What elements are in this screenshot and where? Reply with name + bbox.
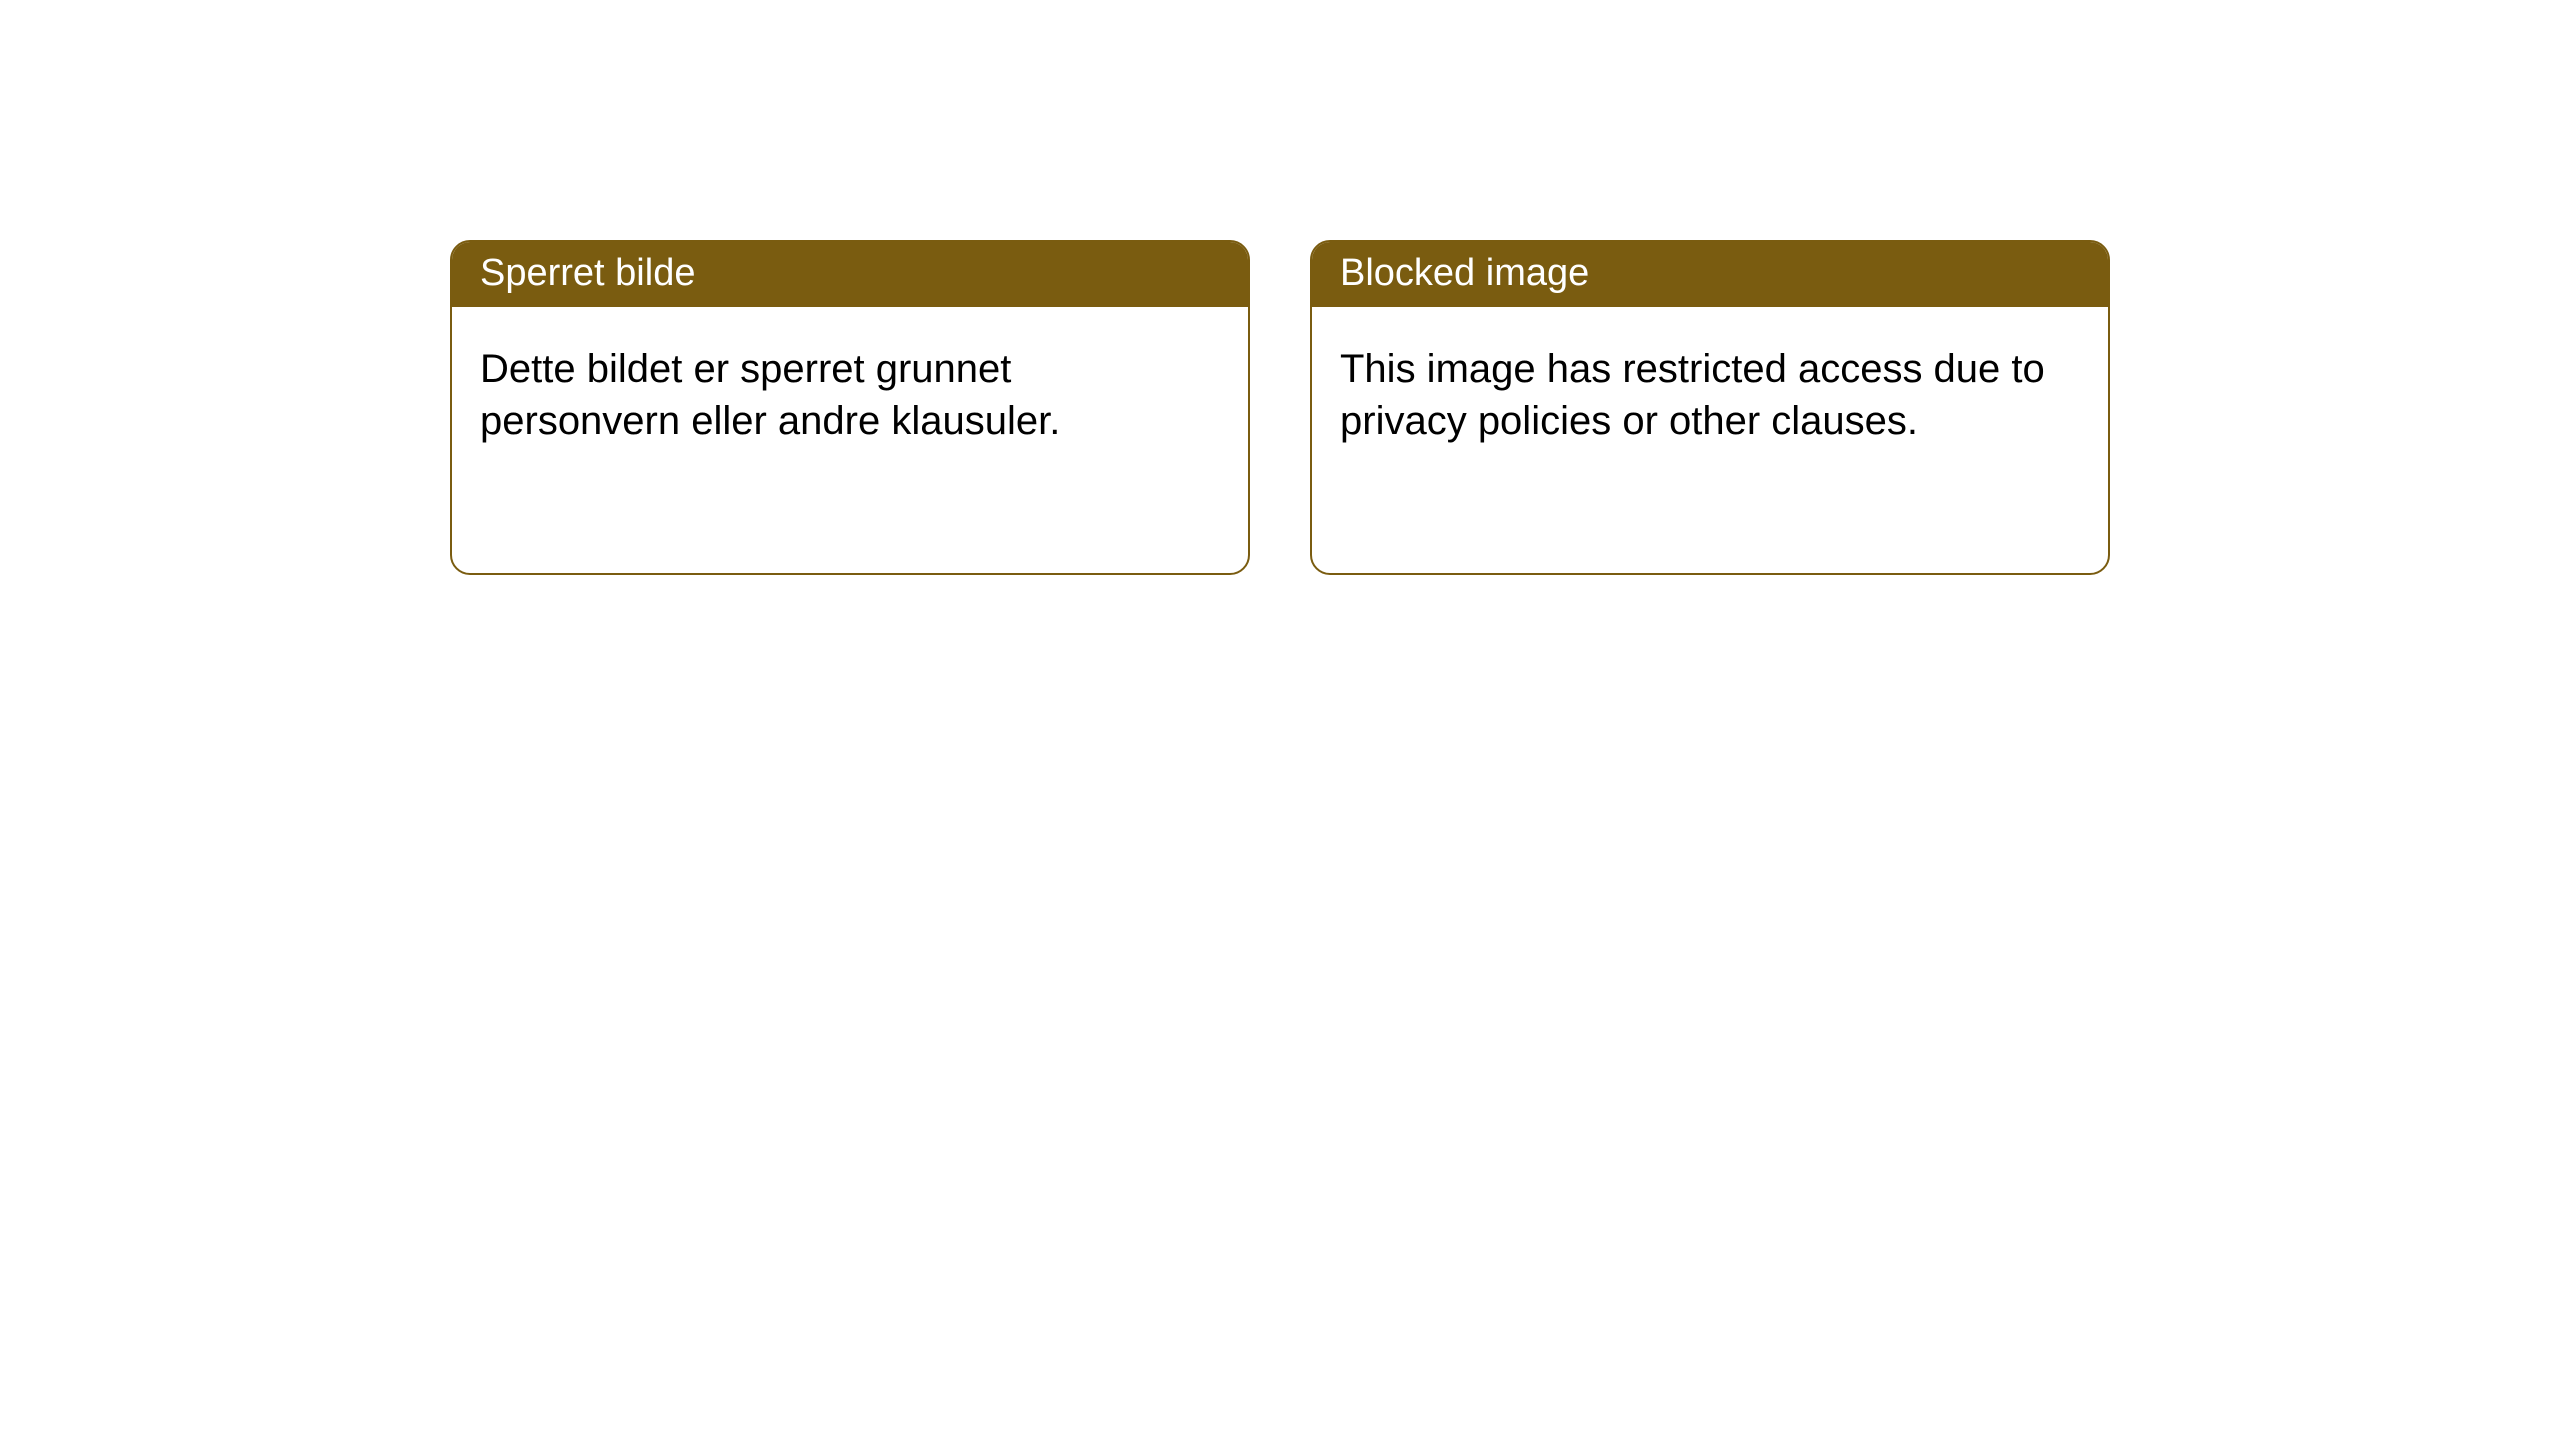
notice-body: This image has restricted access due to … [1312, 307, 2108, 483]
notice-body: Dette bildet er sperret grunnet personve… [452, 307, 1248, 483]
notice-title: Blocked image [1312, 242, 2108, 307]
notice-title: Sperret bilde [452, 242, 1248, 307]
notice-card-norwegian: Sperret bilde Dette bildet er sperret gr… [450, 240, 1250, 575]
notices-container: Sperret bilde Dette bildet er sperret gr… [0, 0, 2560, 575]
notice-card-english: Blocked image This image has restricted … [1310, 240, 2110, 575]
